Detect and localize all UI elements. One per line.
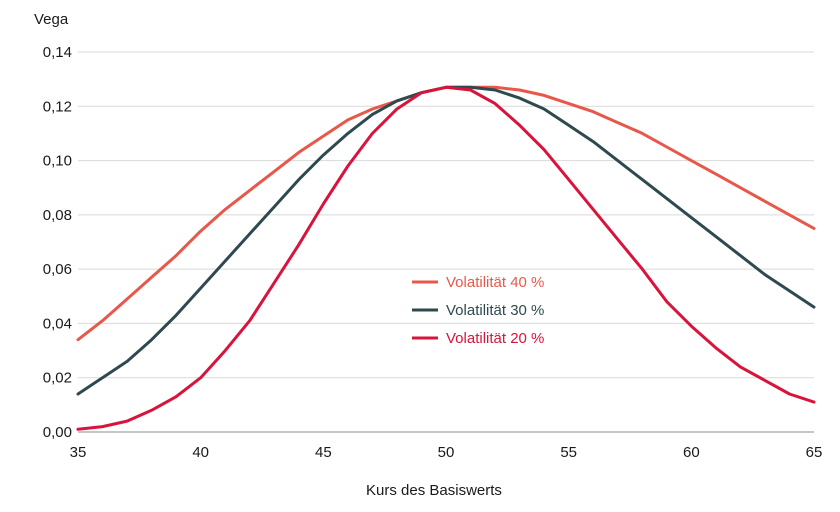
x-tick-label: 50	[438, 444, 455, 461]
axes: 0,00 0,02 0,04 0,06 0,08 0,10 0,12 0,14 35 40 45 50…	[43, 44, 823, 461]
y-axis-title: Vega	[34, 11, 69, 28]
y-tick-label: 0,06	[43, 261, 72, 278]
legend: Volatilität 40 % Volatilität 30 % Volatili…	[412, 274, 544, 347]
y-tick-label: 0,08	[43, 207, 72, 224]
x-tick-label: 55	[560, 444, 577, 461]
x-tick-label: 35	[70, 444, 87, 461]
y-tick-label: 0,02	[43, 370, 72, 387]
x-tick-label: 60	[683, 444, 700, 461]
x-tick-label: 65	[806, 444, 823, 461]
y-tick-label: 0,10	[43, 153, 72, 170]
legend-label: Volatilität 40 %	[446, 274, 544, 291]
y-tick-label: 0,12	[43, 98, 72, 115]
y-tick-label: 0,14	[43, 44, 72, 61]
x-axis-title: Kurs des Basiswerts	[366, 482, 502, 499]
y-tick-label: 0,00	[43, 424, 72, 441]
legend-label: Volatilität 30 %	[446, 302, 544, 319]
series-line-2	[76, 85, 816, 396]
x-tick-label: 45	[315, 444, 332, 461]
y-tick-label: 0,04	[43, 315, 72, 332]
legend-label: Volatilität 20 %	[446, 330, 544, 347]
x-tick-label: 40	[192, 444, 209, 461]
series-line-3	[76, 85, 816, 431]
series-lines	[76, 85, 816, 431]
